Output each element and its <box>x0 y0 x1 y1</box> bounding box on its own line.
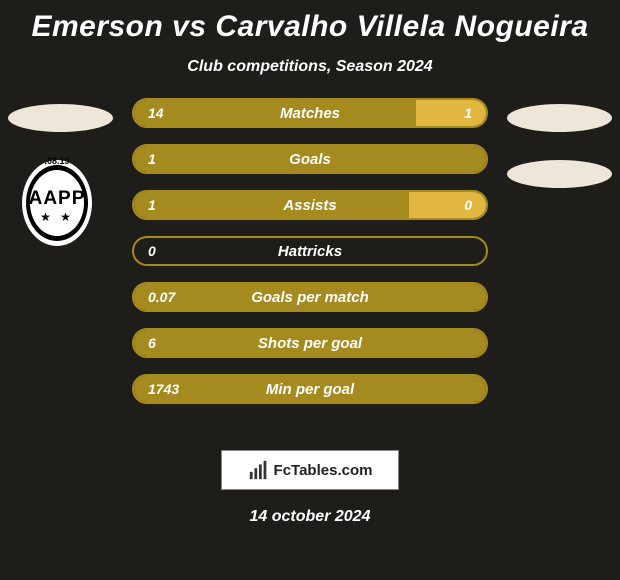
stat-label: Goals per match <box>134 284 486 310</box>
right-logo-placeholder-2 <box>507 160 612 188</box>
badge-letters: AAPP <box>7 188 107 210</box>
stat-label: Matches <box>134 100 486 126</box>
stat-label: Hattricks <box>134 238 486 264</box>
stat-bar: 0.07Goals per match <box>132 282 488 312</box>
stat-bar: 6Shots per goal <box>132 328 488 358</box>
page-title: Emerson vs Carvalho Villela Nogueira <box>0 0 620 44</box>
stat-bar: 0Hattricks <box>132 236 488 266</box>
stat-label: Assists <box>134 192 486 218</box>
comparison-bars: 141Matches 1Goals 10Assists 0Hattricks 0.07G… <box>132 98 488 420</box>
comparison-content: .08.19 AAPP ★ ★ 141Matches1Goals10Assist… <box>0 104 620 424</box>
page-subtitle: Club competitions, Season 2024 <box>0 58 620 76</box>
badge-arc-text: .08.19 <box>7 156 107 166</box>
club-badge: .08.19 AAPP ★ ★ <box>7 160 107 246</box>
left-logo-placeholder-1 <box>8 104 113 132</box>
stat-bar: 10Assists <box>132 190 488 220</box>
brand-box: FcTables.com <box>221 450 399 490</box>
badge-stars: ★ ★ <box>7 210 107 224</box>
chart-icon <box>248 459 270 481</box>
stat-bar: 1Goals <box>132 144 488 174</box>
stat-label: Min per goal <box>134 376 486 402</box>
brand-text: FcTables.com <box>274 462 373 479</box>
stat-bar: 1743Min per goal <box>132 374 488 404</box>
page-date: 14 october 2024 <box>0 508 620 526</box>
right-logo-placeholder-1 <box>507 104 612 132</box>
stat-label: Goals <box>134 146 486 172</box>
stat-bar: 141Matches <box>132 98 488 128</box>
stat-label: Shots per goal <box>134 330 486 356</box>
